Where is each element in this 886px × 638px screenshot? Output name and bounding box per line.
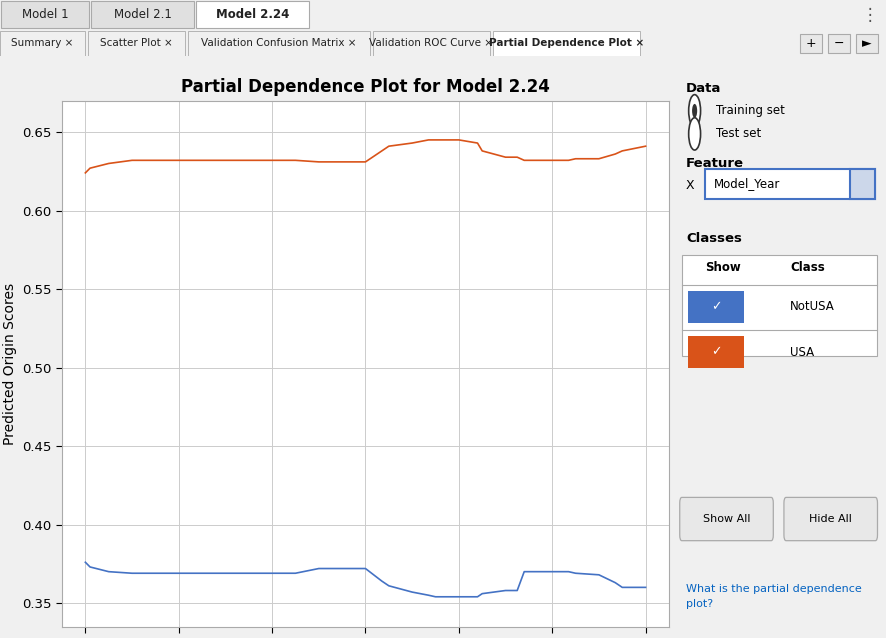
Bar xyxy=(856,34,878,53)
FancyBboxPatch shape xyxy=(688,336,743,368)
Bar xyxy=(0,31,85,56)
FancyBboxPatch shape xyxy=(682,255,877,356)
Circle shape xyxy=(688,118,701,150)
Text: Partial Dependence Plot ×: Partial Dependence Plot × xyxy=(489,38,644,48)
Text: Show: Show xyxy=(705,261,741,274)
FancyBboxPatch shape xyxy=(850,168,875,198)
Bar xyxy=(373,31,490,56)
Text: What is the partial dependence
plot?: What is the partial dependence plot? xyxy=(686,584,862,609)
Bar xyxy=(1,1,89,28)
Text: Test set: Test set xyxy=(716,128,761,140)
Text: ✓: ✓ xyxy=(711,346,721,359)
Text: ▼: ▼ xyxy=(859,179,867,188)
Bar xyxy=(196,1,309,28)
Circle shape xyxy=(688,94,701,127)
Text: Model 1: Model 1 xyxy=(21,8,68,22)
Text: Data: Data xyxy=(686,82,721,95)
Text: ⋮: ⋮ xyxy=(862,6,878,24)
Bar xyxy=(91,1,194,28)
Text: ►: ► xyxy=(862,37,872,50)
Text: +: + xyxy=(805,37,816,50)
Text: Class: Class xyxy=(790,261,825,274)
Text: Validation ROC Curve ×: Validation ROC Curve × xyxy=(369,38,494,48)
Text: Scatter Plot ×: Scatter Plot × xyxy=(100,38,173,48)
Text: Validation Confusion Matrix ×: Validation Confusion Matrix × xyxy=(201,38,357,48)
Title: Partial Dependence Plot for Model 2.24: Partial Dependence Plot for Model 2.24 xyxy=(181,78,550,96)
Text: Model 2.1: Model 2.1 xyxy=(113,8,171,22)
Bar xyxy=(828,34,850,53)
Text: Model 2.24: Model 2.24 xyxy=(216,8,289,22)
Text: Hide All: Hide All xyxy=(809,514,852,524)
Text: Feature: Feature xyxy=(686,157,744,170)
Text: NotUSA: NotUSA xyxy=(790,300,835,313)
Text: Show All: Show All xyxy=(703,514,750,524)
Bar xyxy=(493,31,640,56)
FancyBboxPatch shape xyxy=(688,292,743,323)
Text: X: X xyxy=(686,179,695,192)
Text: Summary ×: Summary × xyxy=(12,38,74,48)
Text: USA: USA xyxy=(790,346,814,359)
Text: Training set: Training set xyxy=(716,105,785,117)
Y-axis label: Predicted Origin Scores: Predicted Origin Scores xyxy=(3,283,17,445)
Bar xyxy=(800,34,822,53)
Circle shape xyxy=(692,104,697,118)
Bar xyxy=(188,31,370,56)
Text: Classes: Classes xyxy=(686,232,742,245)
FancyBboxPatch shape xyxy=(705,168,875,198)
FancyBboxPatch shape xyxy=(680,498,773,540)
FancyBboxPatch shape xyxy=(784,498,877,540)
Text: ✓: ✓ xyxy=(711,300,721,313)
Bar xyxy=(88,31,185,56)
Text: −: − xyxy=(834,37,844,50)
Text: Model_Year: Model_Year xyxy=(714,177,781,190)
